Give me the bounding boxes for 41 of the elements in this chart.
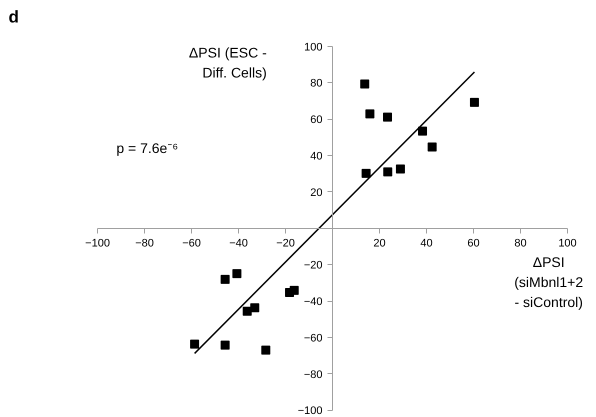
point: [383, 167, 392, 176]
point: [290, 286, 299, 295]
y-tick-label: 40: [310, 150, 323, 163]
point: [220, 340, 230, 350]
point: [242, 306, 252, 316]
y-tick-label: −80: [304, 368, 323, 381]
point: [428, 142, 437, 152]
point: [418, 126, 428, 136]
y-axis-title: ΔPSI (ESC - Diff. Cells): [188, 44, 268, 81]
x-tick-label: 20: [373, 237, 386, 250]
x-tick-label: −60: [182, 237, 201, 250]
x-tick-label: −80: [135, 237, 154, 250]
annotation: p = 7.6e⁻⁶: [116, 140, 178, 156]
y-tick-label: −100: [298, 405, 323, 417]
x-tick-label: 80: [514, 237, 527, 250]
y-tick-label: −20: [304, 260, 323, 272]
chart-title: d: [8, 8, 19, 26]
y-tick-label: 100: [304, 41, 323, 54]
x-axis-title: ΔPSI (siMbnl1+2 - siControl): [514, 254, 584, 310]
x-tick-label: −100: [85, 237, 110, 250]
point: [261, 346, 270, 355]
point: [383, 112, 392, 122]
x-tick-label: −20: [276, 237, 295, 250]
x-tick-label: 100: [558, 237, 577, 250]
point: [250, 303, 260, 312]
x-tick-label: 40: [420, 237, 433, 250]
y-tick-label: −60: [304, 332, 323, 344]
point: [365, 109, 374, 118]
x-tick-label: 60: [467, 237, 480, 250]
y-tick-label: −40: [304, 296, 323, 308]
point: [396, 164, 405, 174]
y-tick-label: 80: [310, 78, 323, 90]
point: [360, 80, 370, 89]
y-tick-label: 60: [310, 114, 323, 126]
point: [362, 168, 371, 178]
point: [232, 269, 242, 278]
x-tick-label: −40: [229, 237, 248, 250]
point: [190, 340, 200, 349]
point: [220, 274, 230, 284]
y-tick-label: 20: [310, 186, 323, 199]
point: [470, 98, 479, 107]
